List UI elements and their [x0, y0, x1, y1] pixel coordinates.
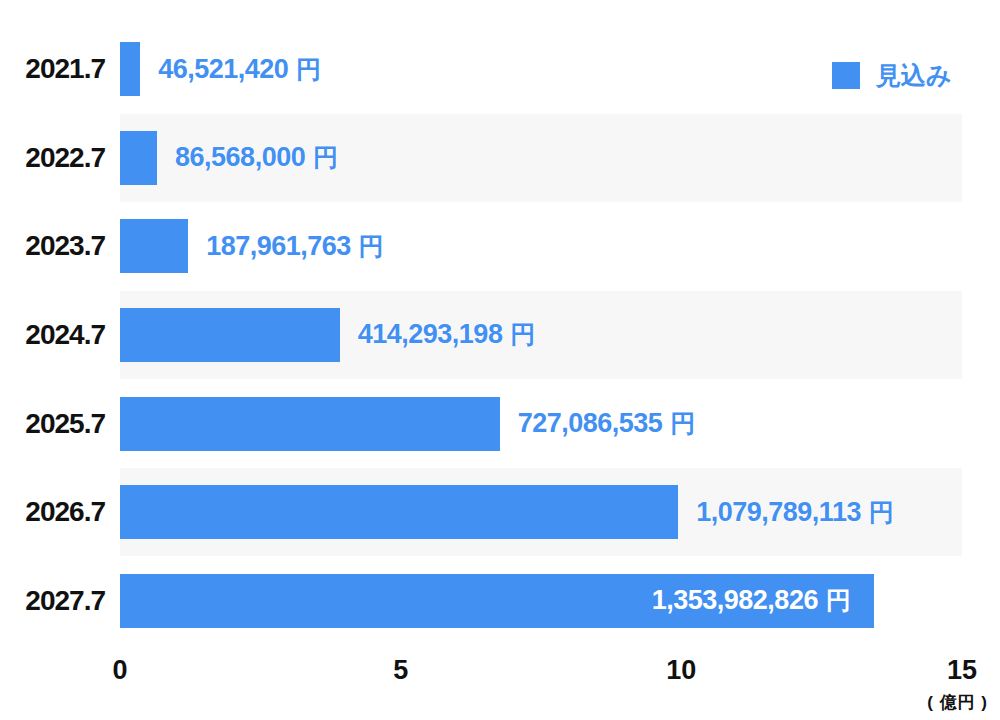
- category-label: 2026.7: [0, 468, 105, 557]
- chart-row: 2023.7 187,961,763 円: [0, 202, 1000, 291]
- value-bar: [120, 308, 340, 362]
- chart-row: 2022.7 86,568,000 円: [0, 114, 1000, 203]
- value-number: 46,521,420: [158, 54, 288, 85]
- value-number: 187,961,763: [206, 231, 351, 262]
- value-number: 727,086,535: [518, 408, 663, 439]
- value-unit: 円: [670, 407, 695, 440]
- value-unit: 円: [510, 318, 535, 351]
- value-unit: 円: [359, 230, 384, 263]
- category-label: 2025.7: [0, 379, 105, 468]
- value-unit: 円: [313, 141, 338, 174]
- value-label: 187,961,763 円: [206, 202, 383, 291]
- value-unit: 円: [296, 53, 321, 86]
- value-label: 86,568,000 円: [175, 114, 338, 203]
- value-bar: [120, 42, 140, 96]
- value-label: 727,086,535円: [518, 379, 695, 468]
- legend: 見込み: [832, 59, 952, 92]
- legend-label: 見込み: [876, 59, 952, 92]
- value-bar: [120, 397, 500, 451]
- category-label: 2024.7: [0, 291, 105, 380]
- x-tick-label: 5: [351, 655, 451, 686]
- category-label: 2021.7: [0, 25, 105, 114]
- value-bar: [120, 485, 678, 539]
- value-label: 46,521,420 円: [158, 25, 321, 114]
- value-number: 1,353,982,826: [652, 585, 818, 616]
- x-tick-label: 0: [70, 655, 170, 686]
- value-bar: [120, 219, 188, 273]
- x-tick-label: 15: [912, 655, 1000, 686]
- chart-row: 2027.7 1,353,982,826 円: [0, 556, 1000, 645]
- bar-chart: 2021.746,521,420円2022.786,568,000円2023.7…: [0, 0, 1000, 720]
- value-unit: 円: [869, 496, 894, 529]
- chart-row: 2026.7 1,079,789,113 円: [0, 468, 1000, 557]
- category-label: 2022.7: [0, 114, 105, 203]
- value-unit: 円: [826, 584, 851, 617]
- chart-row: 2025.7 727,086,535円: [0, 379, 1000, 468]
- value-number: 86,568,000: [175, 142, 305, 173]
- legend-swatch: [832, 62, 860, 89]
- value-number: 1,079,789,113: [696, 497, 861, 528]
- x-axis-unit-label: ( 億円 ): [927, 691, 988, 714]
- category-label: 2027.7: [0, 556, 105, 645]
- category-label: 2023.7: [0, 202, 105, 291]
- value-label: 1,079,789,113 円: [696, 468, 893, 557]
- value-number: 414,293,198: [358, 319, 503, 350]
- value-label: 1,353,982,826 円: [120, 556, 850, 645]
- value-label: 414,293,198円: [358, 291, 535, 380]
- chart-row: 2024.7 414,293,198円: [0, 291, 1000, 380]
- value-bar: [120, 131, 157, 185]
- x-tick-label: 10: [631, 655, 731, 686]
